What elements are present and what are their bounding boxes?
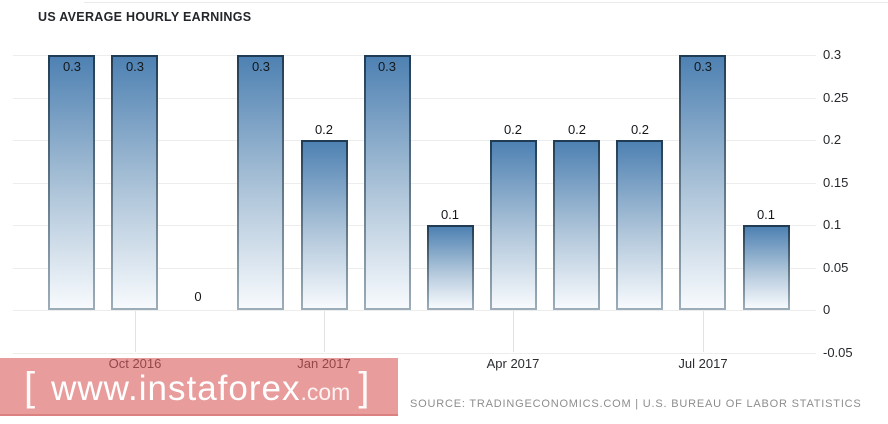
bar[interactable]	[616, 140, 663, 310]
axis-tick-mark	[324, 311, 325, 352]
watermark-bracket-right: ]	[358, 365, 370, 409]
instaforex-watermark[interactable]: [ www.instaforex.com]	[0, 358, 398, 416]
bar-value-label: 0	[194, 289, 202, 304]
y-axis-tick-label: 0.3	[823, 47, 842, 62]
bar-value-label: 0.1	[440, 207, 460, 222]
bar[interactable]	[364, 55, 411, 310]
bar-value-label: 0.3	[377, 59, 397, 74]
axis-tick-mark	[135, 311, 136, 352]
gridline	[13, 140, 816, 141]
bar-value-label: 0.3	[125, 59, 145, 74]
bar-value-label: 0.1	[756, 207, 776, 222]
gridline	[13, 225, 816, 226]
bar[interactable]	[301, 140, 348, 310]
top-divider	[84, 2, 888, 3]
gridline	[13, 183, 816, 184]
gridline	[13, 353, 816, 354]
gridline	[13, 310, 816, 311]
bar[interactable]	[48, 55, 95, 310]
y-axis-tick-label: 0.05	[823, 260, 849, 275]
bar-value-label: 0.2	[503, 122, 523, 137]
gridline	[13, 268, 816, 269]
y-axis-tick-label: -0.05	[823, 345, 853, 360]
watermark-url: www.instaforex	[51, 369, 301, 408]
bar[interactable]	[427, 225, 474, 310]
x-axis-tick-label: Jul 2017	[678, 356, 728, 371]
bar-value-label: 0.2	[630, 122, 650, 137]
bar-value-label: 0.2	[314, 122, 334, 137]
y-axis-tick-label: 0.15	[823, 175, 849, 190]
bar[interactable]	[553, 140, 600, 310]
y-axis-tick-label: 0.1	[823, 217, 842, 232]
axis-tick-mark	[513, 311, 514, 352]
bar[interactable]	[743, 225, 790, 310]
gridline	[13, 55, 816, 56]
bar-value-label: 0.3	[693, 59, 713, 74]
y-axis-tick-label: 0.25	[823, 90, 849, 105]
gridline	[13, 98, 816, 99]
bar[interactable]	[490, 140, 537, 310]
bar-value-label: 0.3	[62, 59, 82, 74]
watermark-url-tld: .com	[300, 379, 351, 405]
source-attribution: SOURCE: TRADINGECONOMICS.COM | U.S. BURE…	[410, 398, 862, 410]
bar-value-label: 0.2	[567, 122, 587, 137]
axis-tick-mark	[703, 311, 704, 352]
bar[interactable]	[679, 55, 726, 310]
bar[interactable]	[237, 55, 284, 310]
bar[interactable]	[111, 55, 158, 310]
watermark-bracket-left: [	[24, 365, 36, 409]
chart-title: US AVERAGE HOURLY EARNINGS	[38, 10, 252, 24]
y-axis-tick-label: 0	[823, 302, 831, 317]
x-axis-tick-label: Apr 2017	[486, 356, 540, 371]
y-axis-tick-label: 0.2	[823, 132, 842, 147]
bar-value-label: 0.3	[251, 59, 271, 74]
